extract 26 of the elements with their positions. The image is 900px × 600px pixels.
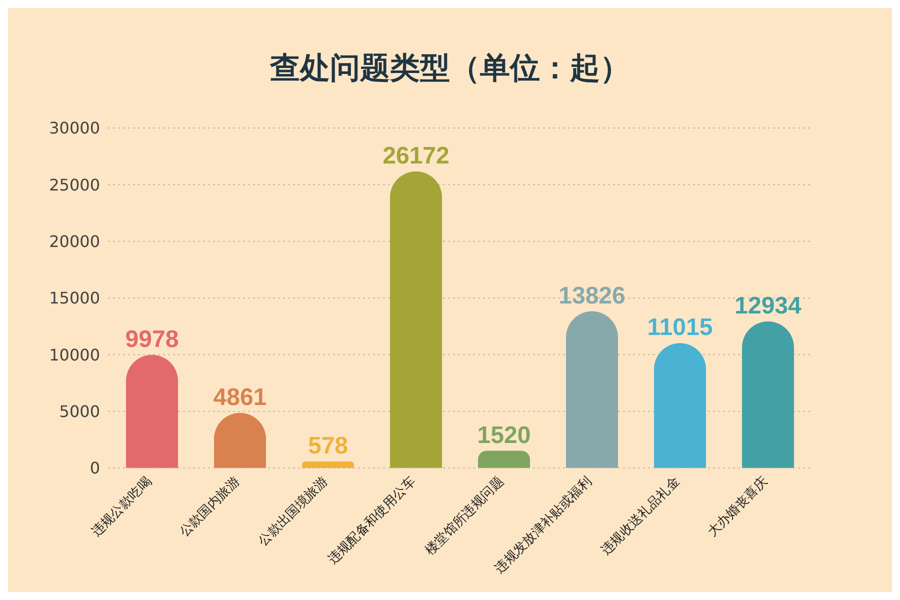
bar: [478, 450, 530, 468]
data-label: 578: [308, 432, 348, 460]
y-tick-label: 20000: [49, 232, 100, 252]
x-tick-label: 公款出国境旅游: [255, 474, 331, 550]
data-label: 1520: [477, 422, 531, 449]
y-tick-label: 30000: [49, 118, 100, 138]
bar: [126, 354, 178, 468]
data-label: 26172: [382, 142, 450, 170]
x-tick-label: 违规收送礼品礼金: [598, 474, 683, 558]
bar: [390, 171, 442, 468]
bar: [566, 311, 618, 468]
bar: [302, 461, 354, 468]
data-label: 4861: [213, 384, 267, 411]
y-tick-label: 15000: [49, 288, 100, 308]
x-tick-label: 公款国内旅游: [177, 474, 243, 540]
bar: [742, 321, 794, 468]
bar: [654, 343, 706, 468]
y-tick-label: 25000: [49, 175, 100, 194]
data-label: 12934: [734, 292, 802, 320]
data-label: 9978: [125, 326, 179, 353]
y-tick-label: 5000: [59, 402, 100, 422]
y-tick-label: 10000: [49, 345, 100, 364]
chart-title: 查处问题类型（单位：起）: [268, 50, 631, 88]
data-label: 11015: [647, 314, 713, 342]
data-label: 13826: [558, 282, 626, 310]
x-tick-label: 大办婚丧喜庆: [705, 474, 771, 540]
